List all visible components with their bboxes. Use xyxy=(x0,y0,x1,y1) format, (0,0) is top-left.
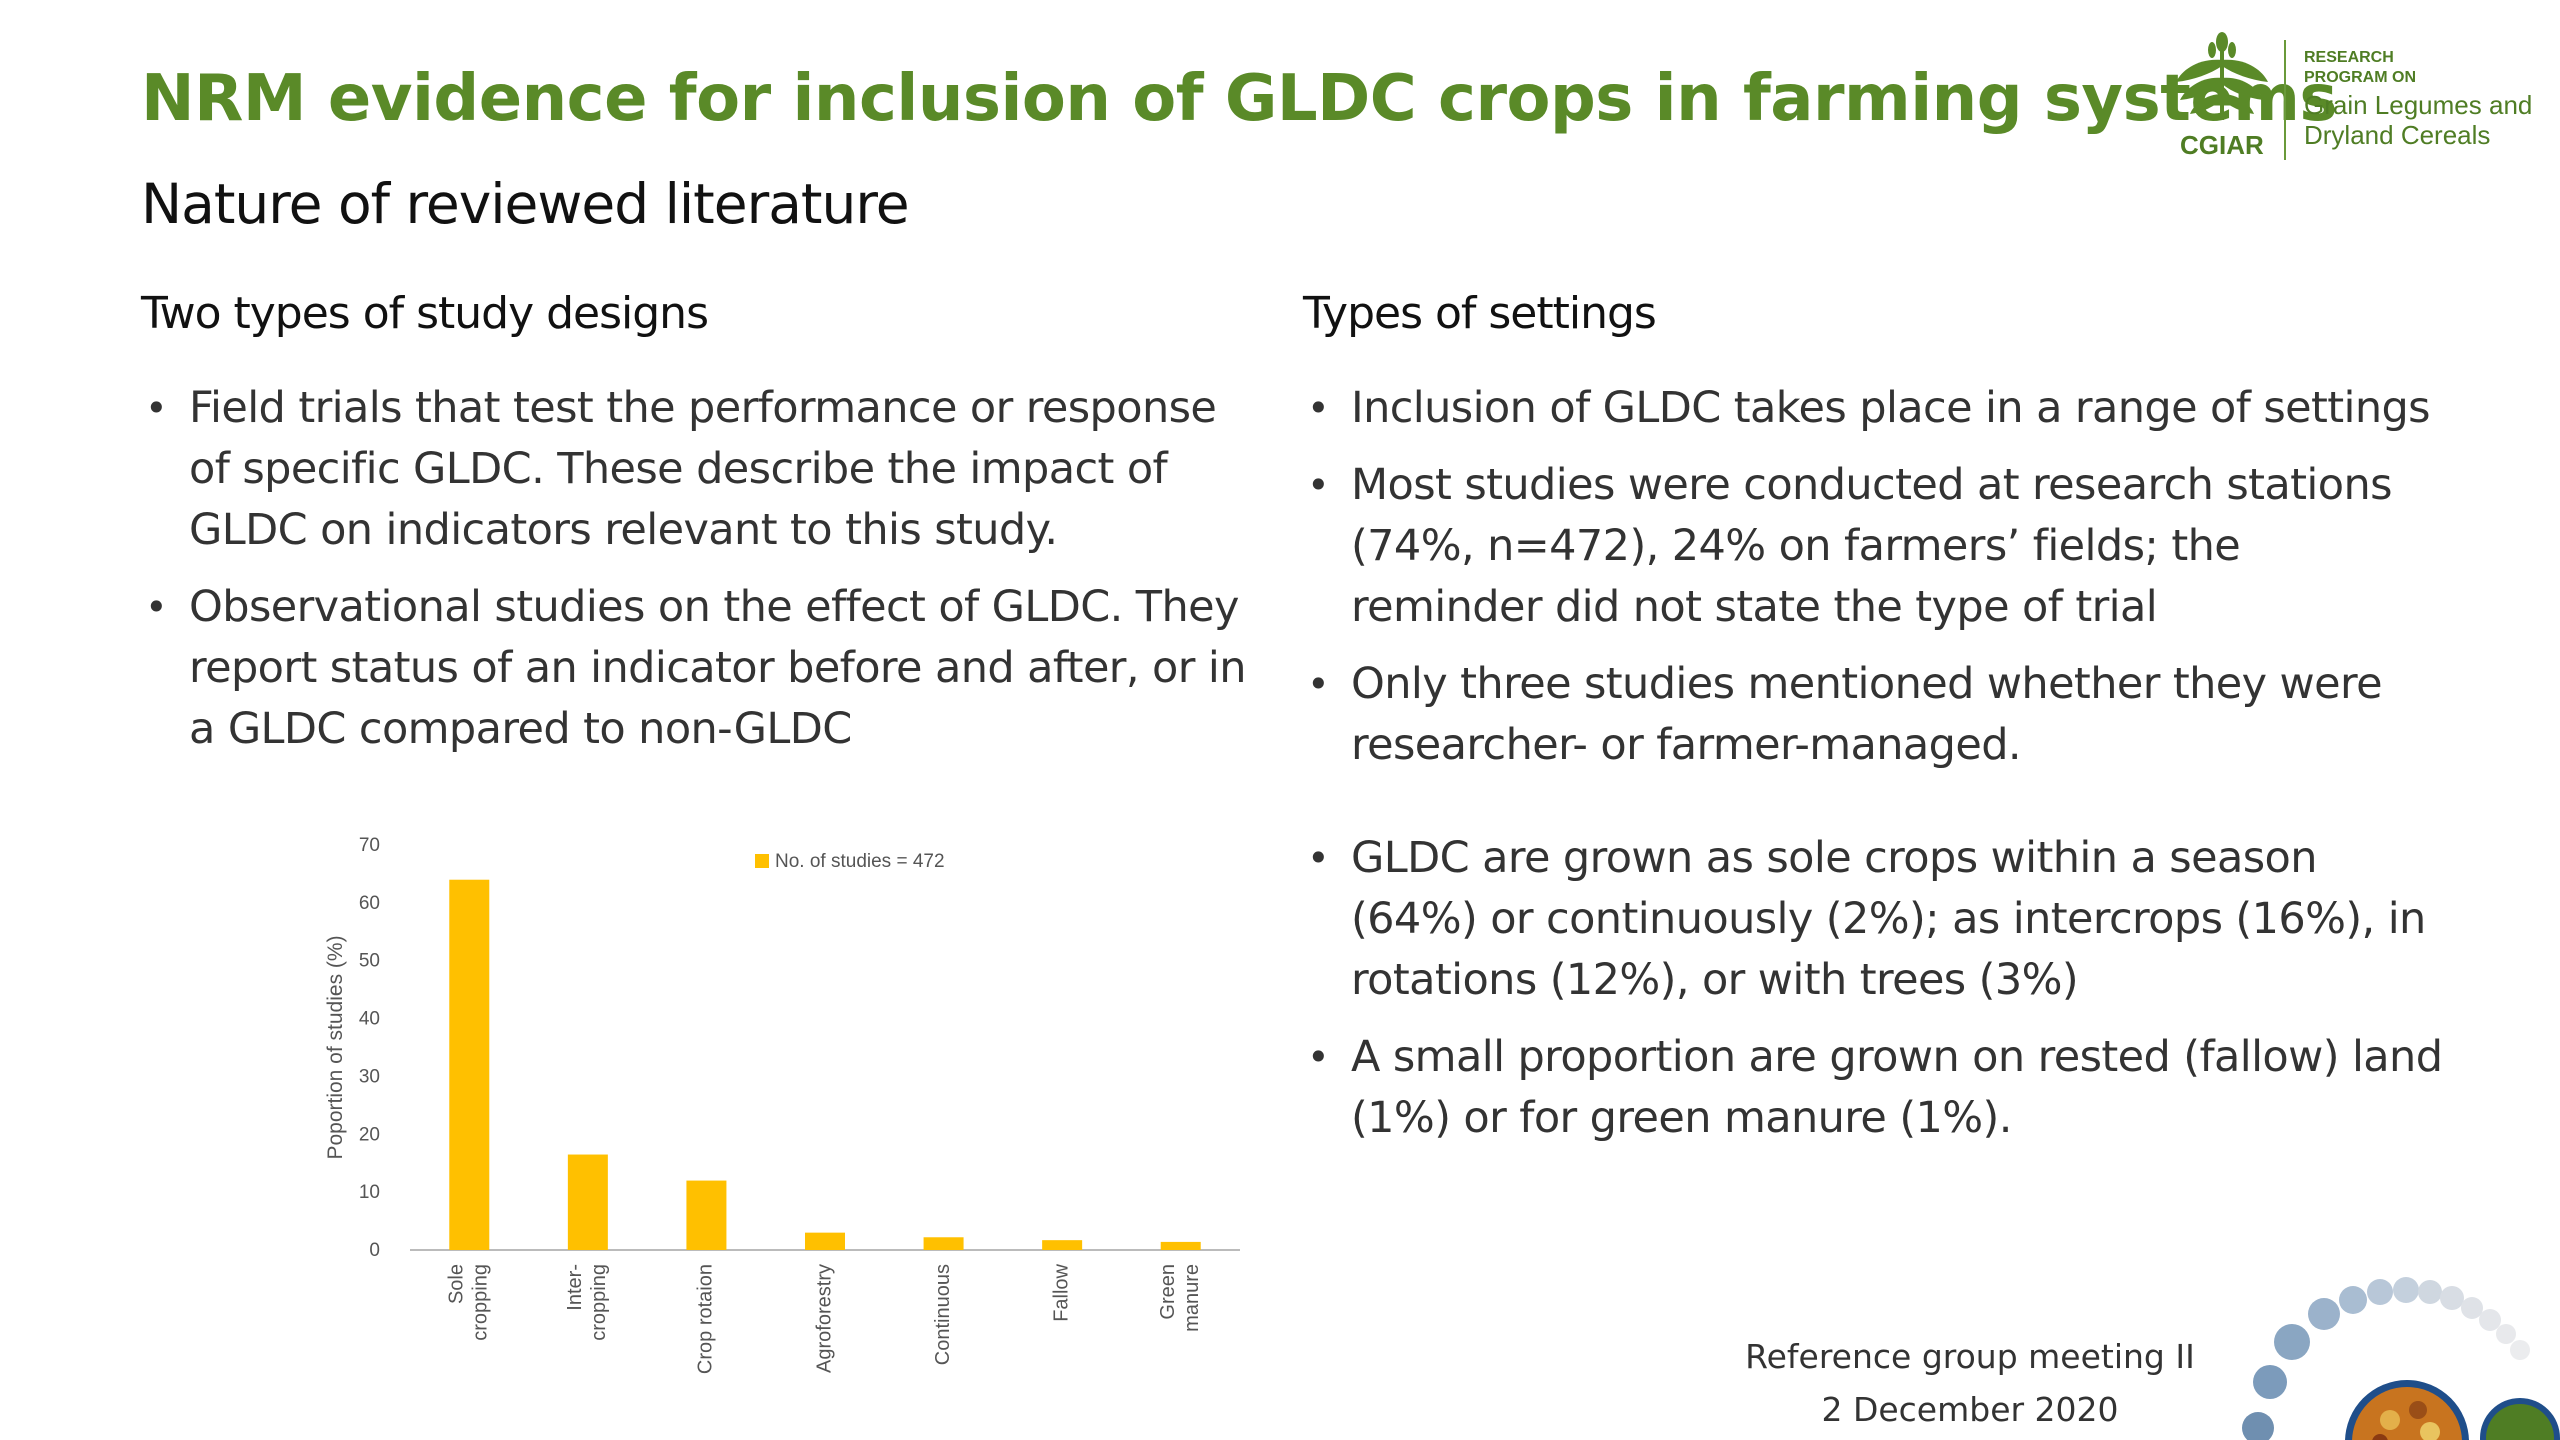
green-circle-icon xyxy=(2480,1398,2560,1440)
bullet-text: Inclusion of GLDC takes place in a range… xyxy=(1351,383,2431,433)
right-bullet-list-top: • Inclusion of GLDC takes place in a rang… xyxy=(1303,378,2443,792)
bar xyxy=(923,1237,964,1250)
footer: Reference group meeting II 2 December 20… xyxy=(1700,1330,2240,1436)
bar-chart: 0 10 20 30 40 50 60 70 Poportion of studies (%) S… xyxy=(324,835,1240,1374)
list-item: • A small proportion are grown on rested … xyxy=(1303,1027,2443,1149)
bar xyxy=(805,1232,845,1250)
wheat-logo-icon xyxy=(2176,32,2268,120)
y-tick-label: 30 xyxy=(359,1066,380,1087)
x-tick-label: Agroforestry xyxy=(813,1264,835,1373)
x-tick-label: cropping xyxy=(588,1264,610,1341)
logo-cgiar-text: CGIAR xyxy=(2180,130,2264,160)
footer-meeting: Reference group meeting II xyxy=(1745,1337,2195,1376)
bullet-text: A small proportion are grown on rested (… xyxy=(1351,1032,2443,1143)
x-tick-label: manure xyxy=(1181,1264,1203,1332)
left-bullet-list: • Field trials that test the performance … xyxy=(141,378,1261,776)
bar xyxy=(1042,1240,1083,1250)
list-item: • Only three studies mentioned whether th… xyxy=(1303,654,2443,776)
bullet-text: Most studies were conducted at research … xyxy=(1351,460,2393,632)
bar xyxy=(686,1180,727,1250)
bullet-icon: • xyxy=(145,585,167,629)
list-item: • Field trials that test the performance … xyxy=(141,378,1261,561)
logo-program-line1: RESEARCH xyxy=(2304,49,2394,66)
x-tick-label: Crop rotaion xyxy=(695,1264,717,1374)
bullet-text: Observational studies on the effect of G… xyxy=(189,582,1246,754)
right-column-heading: Types of settings xyxy=(1303,288,1657,339)
y-tick-label: 50 xyxy=(359,951,380,972)
cgiar-logo: CGIAR RESEARCH PROGRAM ON Grain Legumes … xyxy=(2168,30,2548,170)
list-item: • GLDC are grown as sole crops within a s… xyxy=(1303,828,2443,1011)
x-tick-label: Continuous xyxy=(932,1264,954,1365)
bullet-icon: • xyxy=(145,386,167,430)
legend-swatch xyxy=(755,854,769,868)
bullet-icon: • xyxy=(1307,662,1329,706)
bullet-icon: • xyxy=(1307,386,1329,430)
logo-divider xyxy=(2284,40,2286,160)
y-tick-label: 70 xyxy=(359,835,380,856)
x-tick-label: Green xyxy=(1157,1264,1179,1320)
y-tick-label: 40 xyxy=(359,1009,380,1030)
x-tick-label: Inter- xyxy=(564,1264,586,1311)
bar xyxy=(1160,1241,1201,1250)
logo-program-name-line2: Dryland Cereals xyxy=(2304,120,2491,150)
y-axis-label: Poportion of studies (%) xyxy=(324,935,347,1159)
x-tick-label: Sole xyxy=(446,1264,468,1304)
grain-photo-icon xyxy=(2345,1380,2469,1440)
right-bullet-list-bottom: • GLDC are grown as sole crops within a s… xyxy=(1303,828,2443,1165)
bead-arc xyxy=(2242,1277,2530,1440)
logo-program-name-line1: Grain Legumes and xyxy=(2304,90,2533,120)
list-item: • Most studies were conducted at research… xyxy=(1303,455,2443,638)
decorative-beads-graphic xyxy=(2242,1277,2560,1440)
footer-date: 2 December 2020 xyxy=(1821,1390,2119,1429)
logo-program-line2: PROGRAM ON xyxy=(2304,69,2416,86)
bar xyxy=(449,879,490,1250)
y-tick-label: 60 xyxy=(359,893,380,914)
bar xyxy=(567,1154,608,1250)
bullet-icon: • xyxy=(1307,463,1329,507)
x-tick-label: cropping xyxy=(470,1264,492,1341)
bullet-text: GLDC are grown as sole crops within a se… xyxy=(1351,833,2426,1005)
bullet-icon: • xyxy=(1307,836,1329,880)
slide-title: NRM evidence for inclusion of GLDC crops… xyxy=(141,62,2338,136)
bullet-icon: • xyxy=(1307,1035,1329,1079)
y-tick-label: 10 xyxy=(359,1182,380,1203)
list-item: • Observational studies on the effect of … xyxy=(141,577,1261,760)
logo-program-label: RESEARCH PROGRAM ON xyxy=(2304,48,2504,88)
y-tick-label: 20 xyxy=(359,1124,380,1145)
list-item: • Inclusion of GLDC takes place in a rang… xyxy=(1303,378,2443,439)
slide-subtitle: Nature of reviewed literature xyxy=(141,172,910,236)
legend-label: No. of studies = 472 xyxy=(775,851,945,872)
bullet-text: Field trials that test the performance o… xyxy=(189,383,1217,555)
bullet-text: Only three studies mentioned whether the… xyxy=(1351,659,2383,770)
logo-program-name: Grain Legumes and Dryland Cereals xyxy=(2304,90,2560,150)
left-column-heading: Two types of study designs xyxy=(141,288,709,339)
y-tick-label: 0 xyxy=(369,1240,380,1261)
x-tick-label: Fallow xyxy=(1050,1263,1072,1321)
